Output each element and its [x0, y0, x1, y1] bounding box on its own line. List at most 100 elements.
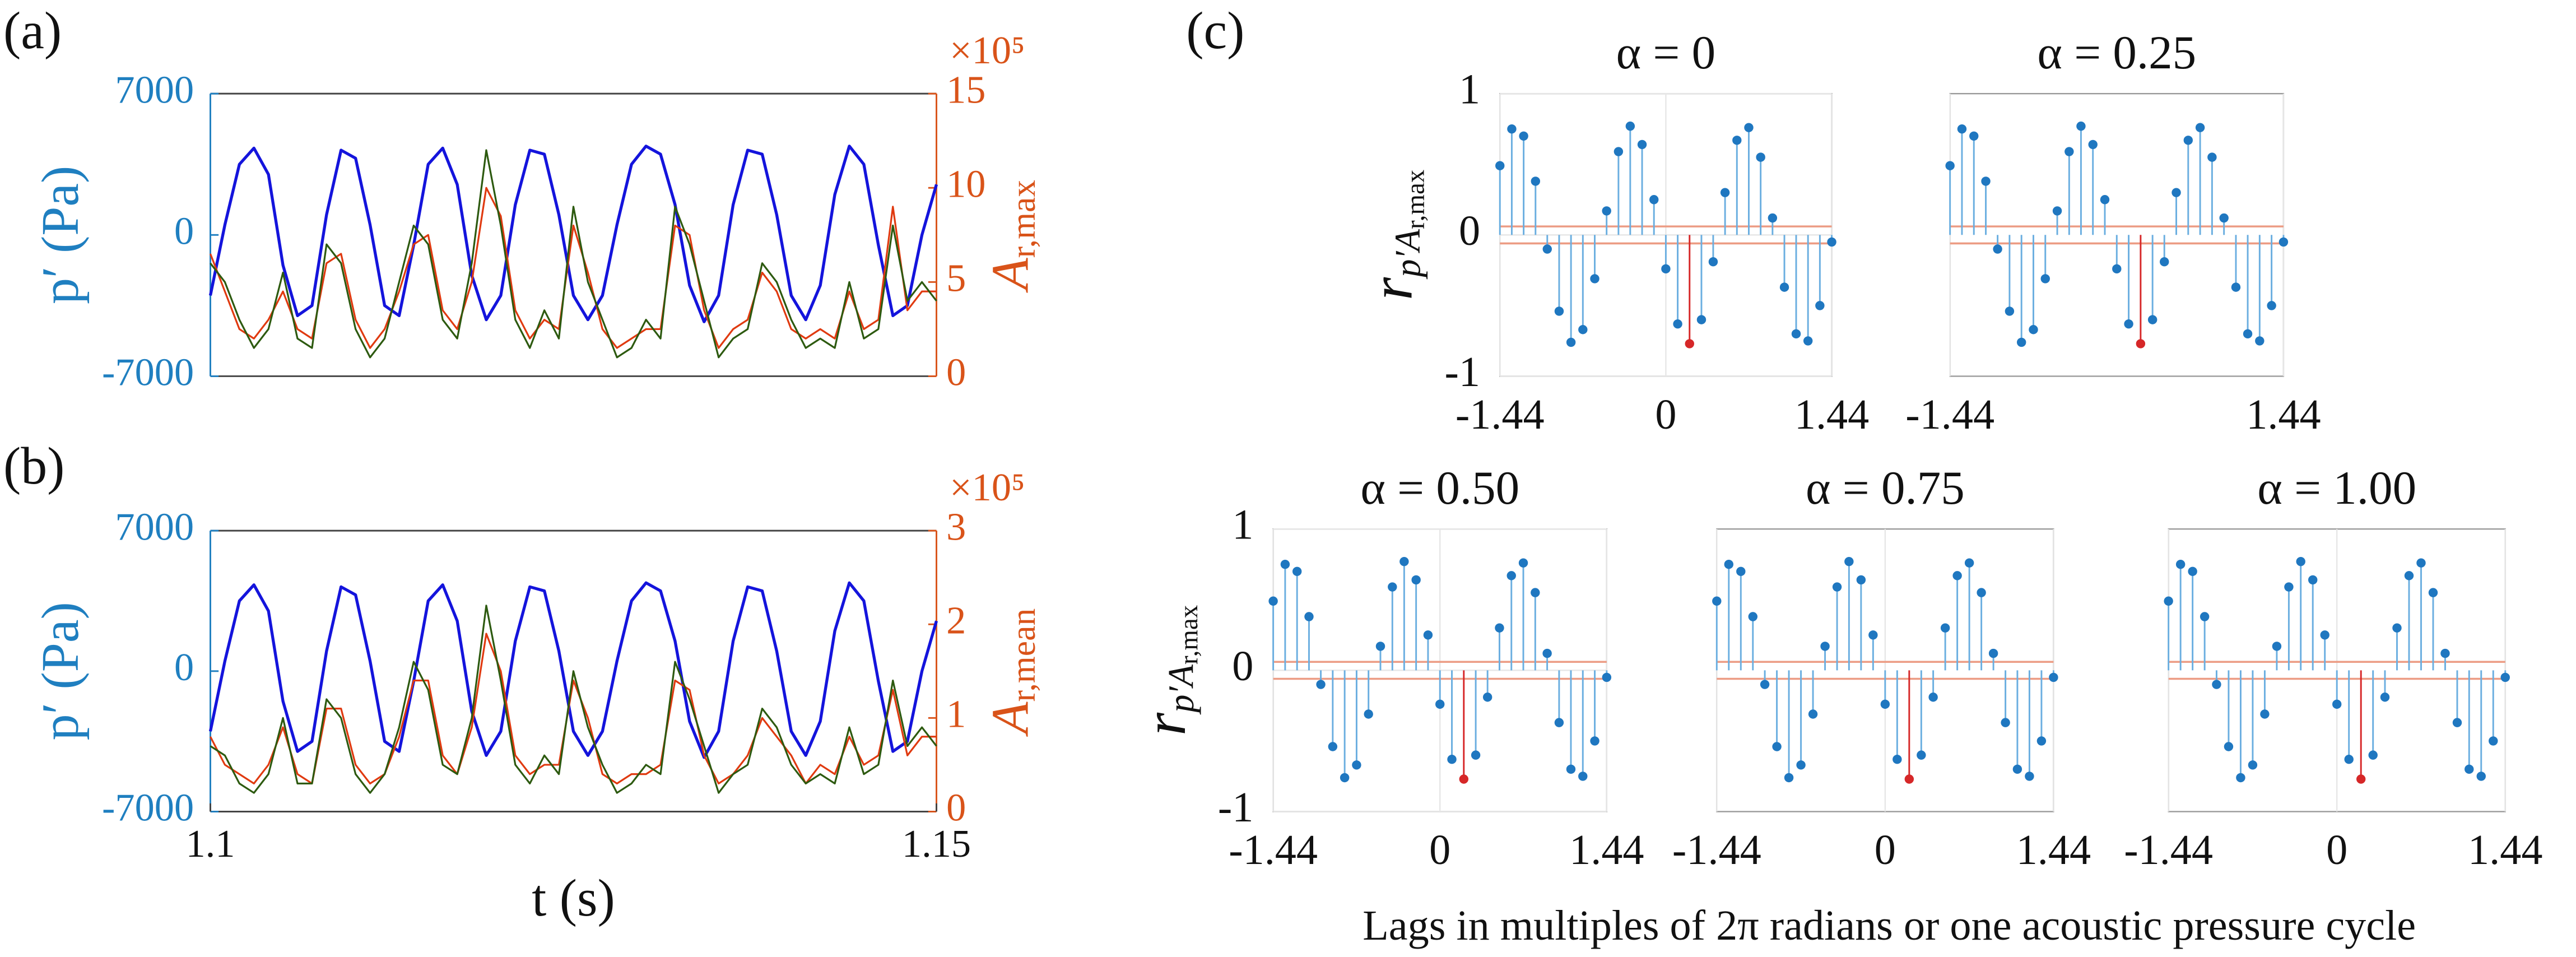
x-axis-label: Lags in multiples of 2π radians or one a… — [1363, 902, 2416, 949]
stem-point — [1447, 754, 1457, 764]
stem-point — [2248, 760, 2258, 770]
y-label-sub2: r,max — [1401, 170, 1430, 229]
series-line — [208, 581, 938, 759]
stem-point — [1696, 315, 1707, 324]
stem-point — [2344, 754, 2354, 764]
stem-point — [2200, 612, 2210, 621]
stem-point — [1957, 124, 1967, 134]
y2-tick-label: 10 — [946, 162, 985, 206]
chart-title: α = 0.25 — [2037, 26, 2196, 79]
y-tick-label: 0 — [1459, 207, 1480, 254]
stem-point — [1744, 123, 1754, 132]
stem-point — [2231, 282, 2241, 292]
stem-point — [1661, 264, 1671, 274]
x-tick-label: 1.44 — [1569, 826, 1644, 874]
panel-label: (b) — [3, 437, 64, 495]
stem-point — [1673, 319, 1682, 329]
stem-point — [1399, 556, 1409, 566]
y-tick-label: -1 — [1218, 784, 1254, 831]
x-tick-label: 0 — [1429, 826, 1450, 874]
y2-axis-label: Ar,mean — [981, 608, 1043, 737]
stem-point — [1832, 582, 1842, 592]
stem-point — [1423, 630, 1433, 640]
stem-point — [2175, 559, 2186, 569]
stem-point — [1820, 642, 1830, 651]
x-tick-label: 0 — [1875, 826, 1896, 874]
stem-point — [1988, 648, 1998, 658]
stem-point — [1880, 699, 1890, 709]
y-tick-label: 7000 — [115, 68, 194, 112]
stem-point — [2136, 339, 2146, 349]
x-tick-label: 1.44 — [1794, 391, 1869, 438]
stem-point — [1280, 559, 1290, 569]
y-axis-label: rp′Ar,max — [1132, 605, 1203, 736]
y-tick-label: 7000 — [115, 505, 194, 549]
x-tick-label: 0 — [2326, 826, 2347, 874]
stem-point — [1495, 161, 1505, 170]
stem-point — [2308, 575, 2318, 585]
series-line — [210, 633, 937, 784]
stem-point — [1779, 282, 1789, 292]
stem-point — [1952, 571, 1962, 580]
stem-point — [1784, 773, 1794, 783]
y2-tick-label: 2 — [946, 598, 966, 642]
x-tick-label: 1.1 — [186, 822, 235, 866]
x-axis-label: t (s) — [532, 869, 615, 927]
y-tick-label: -1 — [1445, 349, 1481, 396]
stem-point — [1649, 195, 1659, 205]
x-tick-label: -1.44 — [1229, 826, 1318, 874]
stem-point — [2212, 680, 2221, 689]
stem-point — [1531, 588, 1540, 597]
stem-point — [1482, 693, 1492, 702]
y2-tick-label: 15 — [946, 68, 985, 112]
x-tick-label: 0 — [1655, 391, 1676, 438]
x-tick-label: 1.44 — [2468, 826, 2542, 874]
stem-point — [1904, 774, 1914, 784]
stem-point — [1756, 152, 1765, 162]
chart-title: α = 0.50 — [1360, 462, 1519, 514]
stem-point — [1506, 571, 1516, 580]
stem-point — [1844, 556, 1854, 566]
stem-point — [1507, 124, 1517, 134]
series-line — [209, 187, 937, 349]
stem-point — [1590, 274, 1599, 284]
stem-point — [1964, 558, 1974, 568]
stem-point — [2001, 718, 2010, 727]
y-label-sub: p′A — [1388, 229, 1428, 279]
stem-point — [1732, 136, 1742, 145]
stem-point — [1566, 764, 1576, 774]
x-tick-label: 1.15 — [902, 822, 971, 866]
y2-tick-label: 0 — [946, 786, 966, 830]
y2-label-sub: r,max — [1005, 180, 1043, 258]
stem-point — [2012, 764, 2022, 774]
stem-point — [2224, 742, 2234, 751]
y-tick-label: -7000 — [102, 786, 194, 830]
y-label-sub: p′A — [1161, 664, 1201, 714]
stem-point — [2195, 123, 2205, 132]
stem-point — [2188, 566, 2197, 577]
stem-point — [1724, 559, 1734, 569]
y-label-main: r — [1359, 277, 1425, 300]
stem-point — [1471, 750, 1481, 760]
stem-point — [1917, 750, 1926, 760]
stem-point — [2160, 257, 2169, 267]
stem-point — [2183, 136, 2193, 145]
chart-title: α = 1.00 — [2257, 462, 2416, 514]
y2-multiplier: ×10⁵ — [950, 29, 1025, 72]
y-label-sub2: r,max — [1174, 605, 1203, 665]
stem-point — [1566, 337, 1576, 347]
x-tick-label: 1.44 — [2016, 826, 2091, 874]
stem-point — [2279, 237, 2289, 247]
y-axis-label: p′ (Pa) — [31, 602, 90, 740]
stem-point — [1518, 558, 1528, 568]
series-line — [210, 149, 937, 359]
series-line — [208, 145, 938, 323]
stem-point — [1868, 630, 1878, 640]
stem-point — [2416, 558, 2426, 568]
x-tick-label: -1.44 — [2124, 826, 2213, 874]
stem-point — [2428, 588, 2438, 597]
stem-point — [1791, 329, 1801, 339]
panel-label: (c) — [1186, 2, 1244, 60]
stem-point — [1748, 612, 1758, 621]
x-tick-label: 1.44 — [2246, 391, 2321, 438]
